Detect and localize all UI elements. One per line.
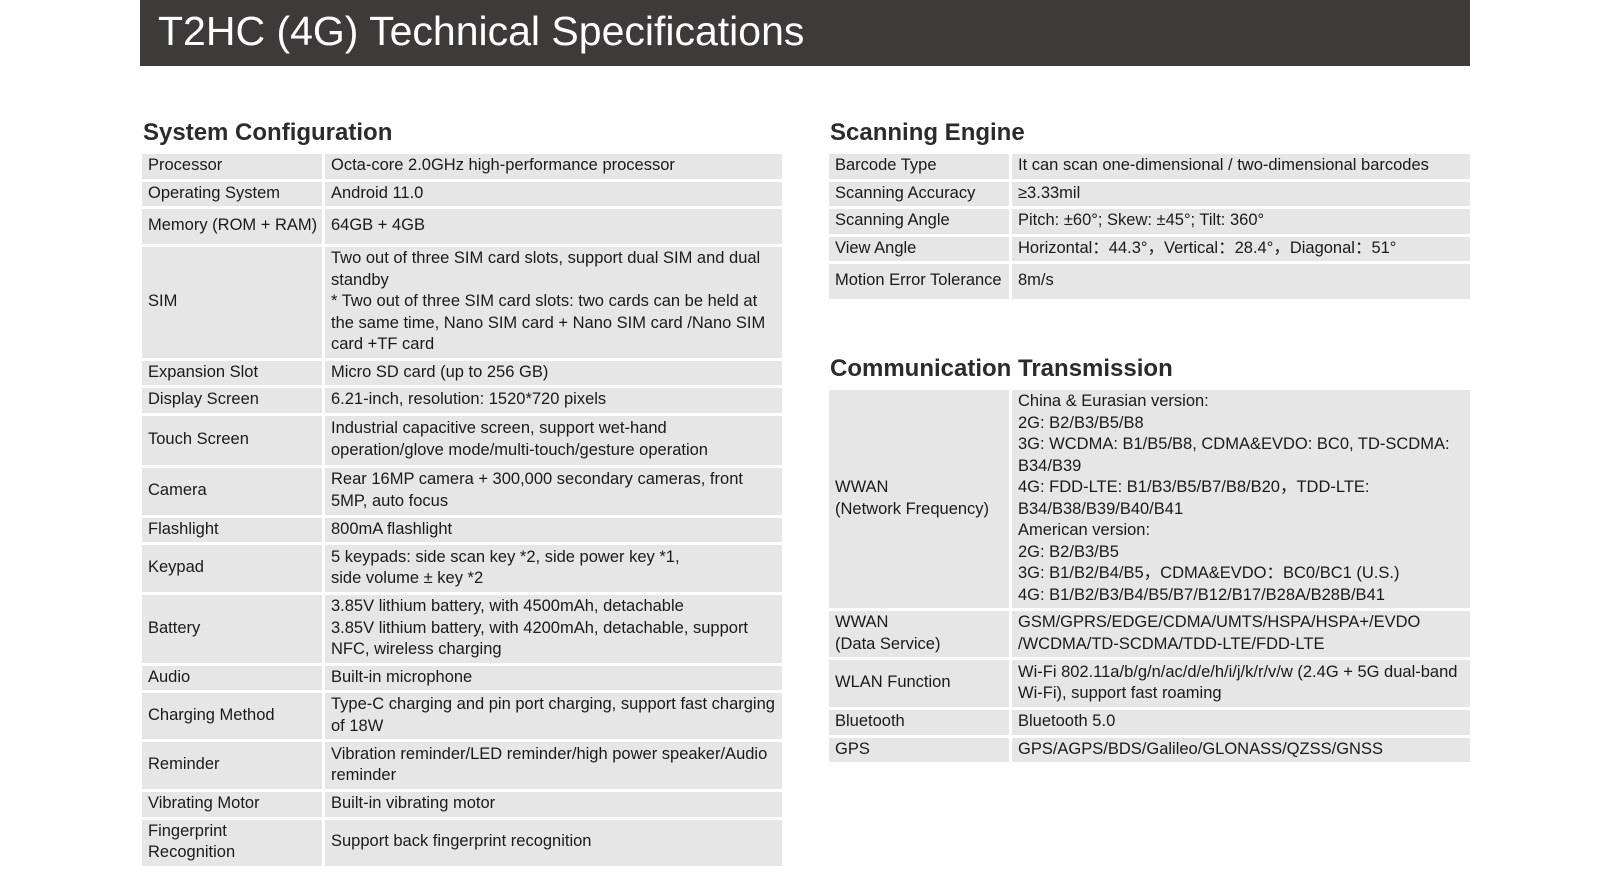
spec-label: WLAN Function (829, 660, 1012, 710)
spec-value: Two out of three SIM card slots, support… (325, 247, 782, 361)
table-row: Audio Built-in microphone (142, 665, 782, 693)
scanning-engine-table: Barcode Type It can scan one-dimensional … (829, 154, 1470, 302)
spec-label: Motion Error Tolerance (829, 264, 1012, 302)
spec-label: Memory (ROM + RAM) (142, 209, 325, 247)
spec-value: ≥3.33mil (1012, 181, 1470, 209)
table-row: Bluetooth Bluetooth 5.0 (829, 710, 1470, 738)
spec-label: Operating System (142, 181, 325, 209)
spec-value: GPS/AGPS/BDS/Galileo/GLONASS/QZSS/GNSS (1012, 737, 1470, 765)
spec-value: China & Eurasian version: 2G: B2/B3/B5/B… (1012, 390, 1470, 611)
spec-label: Flashlight (142, 517, 325, 545)
system-configuration-section: System Configuration Processor Octa-core … (142, 118, 782, 869)
table-row: View Angle Horizontal：44.3°，Vertical：28.4… (829, 236, 1470, 264)
table-row: WWAN (Data Service) GSM/GPRS/EDGE/CDMA/UM… (829, 611, 1470, 660)
spec-value: 6.21-inch, resolution: 1520*720 pixels (325, 388, 782, 416)
spec-label: Battery (142, 595, 325, 666)
spec-value: Octa-core 2.0GHz high-performance proces… (325, 154, 782, 182)
spec-label: WWAN (Network Frequency) (829, 390, 1012, 611)
spec-label: SIM (142, 247, 325, 361)
spec-value: 5 keypads: side scan key *2, side power … (325, 545, 782, 595)
communication-transmission-section: Communication Transmission WWAN (Network… (829, 354, 1470, 765)
table-row: Scanning Angle Pitch: ±60°; Skew: ±45°; T… (829, 209, 1470, 237)
section-heading: Communication Transmission (830, 355, 1173, 382)
right-column: Scanning Engine Barcode Type It can scan … (829, 118, 1470, 765)
spec-label: Camera (142, 467, 325, 518)
table-row: Reminder Vibration reminder/LED reminder/… (142, 742, 782, 792)
table-row: Processor Octa-core 2.0GHz high-performan… (142, 154, 782, 182)
table-row: Barcode Type It can scan one-dimensional … (829, 154, 1470, 182)
spec-label: Bluetooth (829, 710, 1012, 738)
table-row: Charging Method Type-C charging and pin p… (142, 693, 782, 742)
communication-transmission-table: WWAN (Network Frequency) China & Eurasian… (829, 390, 1470, 765)
spec-value: Android 11.0 (325, 181, 782, 209)
spec-label: GPS (829, 737, 1012, 765)
system-configuration-table: Processor Octa-core 2.0GHz high-performan… (142, 154, 782, 869)
table-row: WWAN (Network Frequency) China & Eurasian… (829, 390, 1470, 611)
spec-label: Audio (142, 665, 325, 693)
table-row: Fingerprint Recognition Support back fing… (142, 819, 782, 869)
table-row: SIM Two out of three SIM card slots, supp… (142, 247, 782, 361)
spec-value: Bluetooth 5.0 (1012, 710, 1470, 738)
spec-value: 64GB + 4GB (325, 209, 782, 247)
table-row: Expansion Slot Micro SD card (up to 256 G… (142, 360, 782, 388)
spec-value: Wi-Fi 802.11a/b/g/n/ac/d/e/h/i/j/k/r/v/w… (1012, 660, 1470, 710)
table-row: GPS GPS/AGPS/BDS/Galileo/GLONASS/QZSS/GNS… (829, 737, 1470, 765)
table-row: Memory (ROM + RAM) 64GB + 4GB (142, 209, 782, 247)
spec-label: Scanning Accuracy (829, 181, 1012, 209)
table-row: Motion Error Tolerance 8m/s (829, 264, 1470, 302)
table-row: Battery 3.85V lithium battery, with 4500m… (142, 595, 782, 666)
table-row: Keypad 5 keypads: side scan key *2, side … (142, 545, 782, 595)
table-row: Touch Screen Industrial capacitive screen… (142, 415, 782, 468)
spec-value: Horizontal：44.3°，Vertical：28.4°，Diagonal… (1012, 236, 1470, 264)
spec-label: Barcode Type (829, 154, 1012, 182)
spec-label: Display Screen (142, 388, 325, 416)
spec-value: Built-in microphone (325, 665, 782, 693)
table-row: WLAN Function Wi-Fi 802.11a/b/g/n/ac/d/e/… (829, 660, 1470, 710)
spec-value: Support back fingerprint recognition (325, 819, 782, 869)
table-row: Display Screen 6.21-inch, resolution: 152… (142, 388, 782, 416)
spec-value: GSM/GPRS/EDGE/CDMA/UMTS/HSPA/HSPA+/EVDO … (1012, 611, 1470, 660)
spec-value: 8m/s (1012, 264, 1470, 302)
scanning-engine-section: Scanning Engine Barcode Type It can scan … (829, 118, 1470, 302)
spec-label: WWAN (Data Service) (829, 611, 1012, 660)
spec-label: Expansion Slot (142, 360, 325, 388)
spec-label: Touch Screen (142, 415, 325, 468)
spec-value: 800mA flashlight (325, 517, 782, 545)
spec-value: Micro SD card (up to 256 GB) (325, 360, 782, 388)
spec-value: Rear 16MP camera + 300,000 secondary cam… (325, 467, 782, 518)
spec-label: Reminder (142, 742, 325, 792)
spec-label: Scanning Angle (829, 209, 1012, 237)
table-row: Operating System Android 11.0 (142, 181, 782, 209)
spec-label: Keypad (142, 545, 325, 595)
spec-value: Industrial capacitive screen, support we… (325, 415, 782, 468)
section-heading: System Configuration (143, 119, 393, 146)
table-row: Flashlight 800mA flashlight (142, 517, 782, 545)
spec-value: It can scan one-dimensional / two-dimens… (1012, 154, 1470, 182)
spec-value: Built-in vibrating motor (325, 792, 782, 820)
table-row: Scanning Accuracy ≥3.33mil (829, 181, 1470, 209)
spec-value: Type-C charging and pin port charging, s… (325, 693, 782, 742)
spec-value: Pitch: ±60°; Skew: ±45°; Tilt: 360° (1012, 209, 1470, 237)
spec-value: Vibration reminder/LED reminder/high pow… (325, 742, 782, 792)
spec-label: Fingerprint Recognition (142, 819, 325, 869)
spec-label: Vibrating Motor (142, 792, 325, 820)
table-row: Camera Rear 16MP camera + 300,000 seconda… (142, 467, 782, 518)
spec-label: Processor (142, 154, 325, 182)
table-row: Vibrating Motor Built-in vibrating motor (142, 792, 782, 820)
spec-label: Charging Method (142, 693, 325, 742)
page-title: T2HC (4G) Technical Specifications (140, 0, 1470, 66)
spec-label: View Angle (829, 236, 1012, 264)
section-heading: Scanning Engine (830, 119, 1025, 146)
spec-value: 3.85V lithium battery, with 4500mAh, det… (325, 595, 782, 666)
